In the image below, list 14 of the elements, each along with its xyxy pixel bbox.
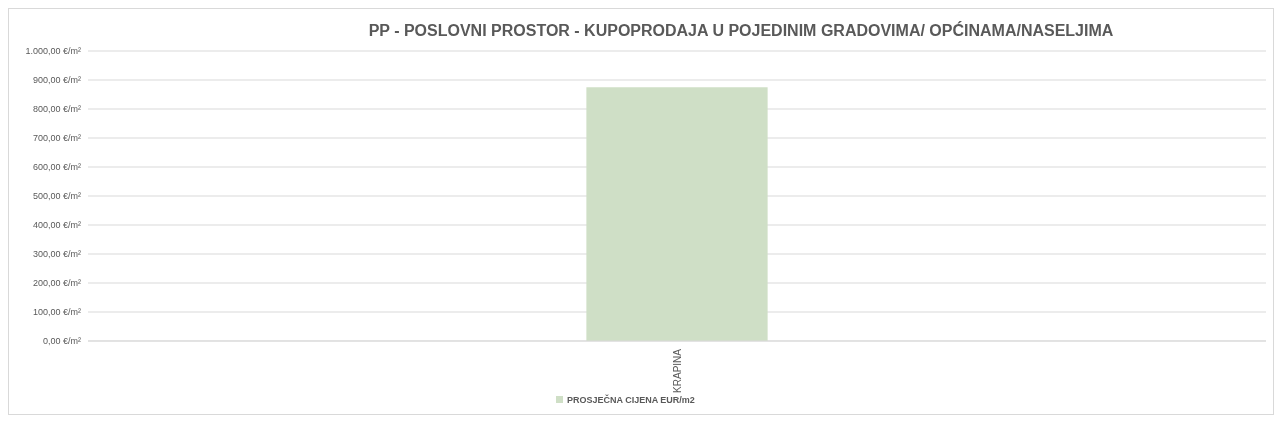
y-tick-label: 900,00 €/m² — [32, 75, 81, 86]
legend-label: PROSJEČNA CIJENA EUR/m2 — [567, 394, 695, 405]
chart-title: PP - POSLOVNI PROSTOR - KUPOPRODAJA U POJEDINIM GRADOVIMA/ OPĆINAMA/NASELJIMA — [368, 21, 1114, 39]
x-tick-label: KRAPINA — [671, 348, 683, 393]
y-tick-label: 800,00 €/m² — [32, 104, 81, 115]
y-tick-label: 300,00 €/m² — [32, 249, 81, 260]
y-tick-label: 200,00 €/m² — [32, 278, 81, 289]
y-tick-label: 600,00 €/m² — [32, 162, 81, 173]
y-tick-label: 0,00 €/m² — [42, 336, 81, 347]
y-tick-label: 400,00 €/m² — [32, 220, 81, 231]
y-tick-label: 1.000,00 €/m² — [25, 46, 81, 57]
y-tick-label: 100,00 €/m² — [32, 307, 81, 318]
y-tick-label: 500,00 €/m² — [32, 191, 81, 202]
y-tick-label: 700,00 €/m² — [32, 133, 81, 144]
